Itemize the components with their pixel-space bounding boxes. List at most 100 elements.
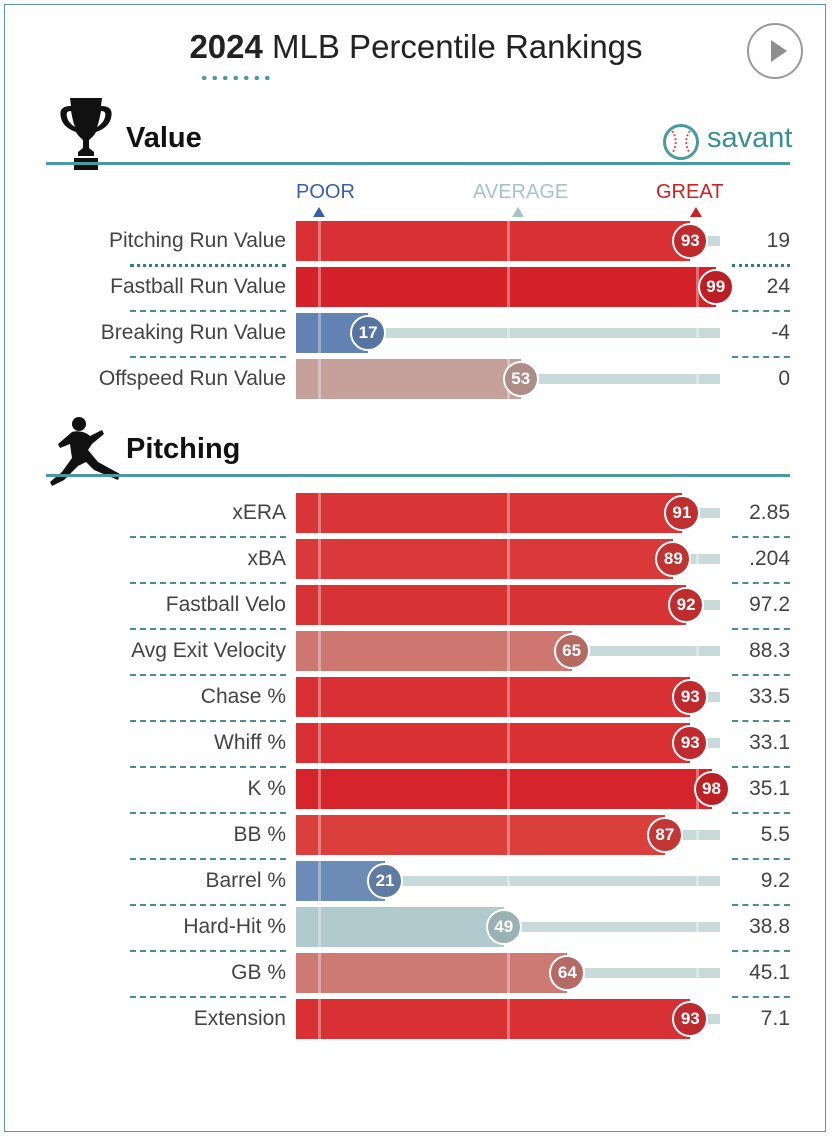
scale-average-label: AVERAGE	[473, 181, 569, 203]
row-separator-right	[732, 536, 790, 538]
percentile-bar	[296, 815, 665, 855]
metric-row: Hard-Hit % 49 38.8	[0, 907, 832, 947]
bar-gridline	[695, 359, 699, 399]
baseball-icon	[663, 124, 699, 160]
metric-label: Fastball Run Value	[110, 275, 286, 298]
row-separator-right	[732, 766, 790, 768]
bar-gridline	[318, 861, 322, 901]
bar-gridline	[318, 769, 322, 809]
metric-row: Barrel % 21 9.2	[0, 861, 832, 901]
row-separator-left	[130, 264, 286, 267]
metric-label: xBA	[247, 547, 286, 570]
metric-row: K % 98 35.1	[0, 769, 832, 809]
percentile-bar	[296, 677, 691, 717]
page-title: 2024 MLB Percentile Rankings	[0, 28, 832, 66]
metric-label: Extension	[193, 1007, 286, 1030]
bar-gridline	[318, 267, 322, 307]
row-separator-right	[732, 310, 790, 312]
metric-value: 33.1	[749, 731, 790, 754]
metric-value: 88.3	[749, 639, 790, 662]
metric-label: Offspeed Run Value	[98, 367, 286, 390]
bar-gridline	[507, 221, 510, 261]
percentile-badge: 98	[693, 771, 730, 807]
metric-row: Breaking Run Value 17 -4	[0, 313, 832, 353]
row-separator-right	[732, 582, 790, 584]
percentile-bar	[296, 493, 682, 533]
percentile-bar	[296, 953, 568, 993]
play-button[interactable]	[747, 23, 803, 79]
metric-value: -4	[771, 321, 790, 344]
metric-label: Hard-Hit %	[183, 915, 286, 938]
percentile-badge: 89	[655, 541, 692, 577]
row-separator-left	[130, 628, 286, 630]
bar-gridline	[318, 221, 322, 261]
bar-track	[296, 876, 720, 886]
metric-row: Avg Exit Velocity 65 88.3	[0, 631, 832, 671]
bar-gridline	[507, 677, 510, 717]
bar-gridline	[695, 953, 699, 993]
row-separator-left	[130, 858, 286, 860]
metric-value: 5.5	[760, 823, 790, 846]
bar-gridline	[318, 677, 322, 717]
metric-row: BB % 87 5.5	[0, 815, 832, 855]
percentile-badge: 64	[549, 955, 586, 991]
metric-label: Barrel %	[205, 869, 286, 892]
bar-gridline	[507, 313, 510, 353]
row-separator-right	[732, 356, 790, 358]
bar-gridline	[318, 723, 322, 763]
percentile-bar	[296, 585, 687, 625]
bar-gridline	[318, 539, 322, 579]
metric-value: 33.5	[749, 685, 790, 708]
metric-value: .204	[749, 547, 790, 570]
percentile-bar	[296, 907, 504, 947]
savant-logo: savant	[707, 122, 793, 154]
pitching-section-rule	[46, 474, 790, 477]
row-separator-left	[130, 674, 286, 676]
metric-label: GB %	[231, 961, 286, 984]
row-separator-right	[732, 628, 790, 630]
title-underline	[199, 76, 273, 80]
row-separator-left	[130, 766, 286, 768]
poor-marker-icon	[313, 207, 325, 217]
bar-gridline	[695, 313, 699, 353]
percentile-badge: 93	[672, 223, 709, 259]
row-separator-left	[130, 996, 286, 998]
metric-row: Whiff % 93 33.1	[0, 723, 832, 763]
bar-gridline	[507, 815, 510, 855]
metric-row: Chase % 93 33.5	[0, 677, 832, 717]
metric-value: 7.1	[760, 1007, 790, 1030]
metric-value: 19	[766, 229, 790, 252]
metric-value: 35.1	[749, 777, 790, 800]
metric-label: Pitching Run Value	[108, 229, 286, 252]
bar-gridline	[318, 631, 322, 671]
metric-label: Breaking Run Value	[100, 321, 286, 344]
percentile-bar	[296, 359, 521, 399]
percentile-badge: 93	[672, 679, 709, 715]
row-separator-right	[732, 858, 790, 860]
metric-value: 0	[778, 367, 790, 390]
percentile-badge: 53	[502, 361, 539, 397]
bar-gridline	[695, 631, 699, 671]
percentile-badge: 49	[485, 909, 522, 945]
metric-value: 2.85	[749, 501, 790, 524]
metric-label: K %	[247, 777, 286, 800]
metric-row: Fastball Velo 92 97.2	[0, 585, 832, 625]
title-text: MLB Percentile Rankings	[272, 28, 643, 65]
metric-row: GB % 64 45.1	[0, 953, 832, 993]
row-separator-left	[130, 904, 286, 906]
metric-row: Fastball Run Value 99 24	[0, 267, 832, 307]
value-section-rule	[46, 162, 790, 165]
metric-value: 38.8	[749, 915, 790, 938]
row-separator-left	[130, 812, 286, 814]
metric-label: xERA	[232, 501, 286, 524]
value-section-title: Value	[126, 122, 202, 154]
row-separator-right	[732, 812, 790, 814]
bar-gridline	[507, 999, 510, 1039]
bar-gridline	[318, 585, 322, 625]
bar-gridline	[318, 999, 322, 1039]
row-separator-right	[732, 264, 790, 267]
bar-gridline	[695, 815, 699, 855]
bar-gridline	[318, 359, 322, 399]
bar-gridline	[507, 267, 510, 307]
row-separator-left	[130, 356, 286, 358]
